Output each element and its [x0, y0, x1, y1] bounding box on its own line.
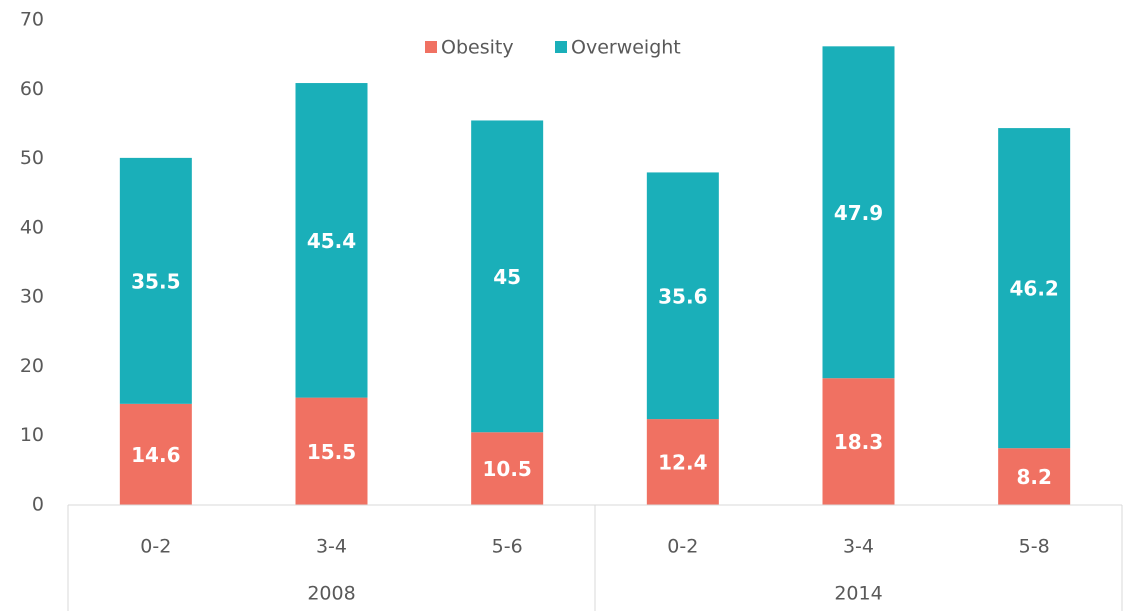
y-tick-label: 60: [20, 78, 44, 100]
y-tick-label: 20: [20, 355, 44, 377]
bar-segment: [822, 378, 895, 505]
legend-label: Obesity: [441, 37, 514, 59]
y-tick-label: 50: [20, 147, 44, 169]
bar-segment: [295, 83, 368, 398]
data-label: 8.2: [1016, 465, 1051, 489]
x-tick-label: 5-8: [1019, 536, 1050, 558]
bar-segment: [998, 128, 1071, 449]
data-label: 35.5: [131, 269, 180, 293]
x-tick-label: 5-6: [492, 536, 523, 558]
data-label: 46.2: [1009, 277, 1058, 301]
x-tick-label: 0-2: [667, 536, 698, 558]
y-tick-label: 10: [20, 424, 44, 446]
legend-label: Overweight: [571, 37, 681, 59]
bar-segment: [295, 397, 368, 505]
data-label: 12.4: [658, 451, 707, 475]
data-label: 47.9: [834, 201, 883, 225]
data-label: 45.4: [307, 229, 356, 253]
bar-segment: [471, 120, 544, 433]
legend-swatch: [555, 41, 567, 53]
bar-segment: [646, 419, 719, 505]
x-tick-label: 0-2: [140, 536, 171, 558]
group-label: 2014: [834, 583, 882, 605]
bar-segment: [646, 172, 719, 420]
data-label: 15.5: [307, 440, 356, 464]
data-label: 18.3: [834, 430, 883, 454]
legend-swatch: [425, 41, 437, 53]
y-tick-label: 40: [20, 216, 44, 238]
data-label: 14.6: [131, 443, 180, 467]
y-tick-label: 70: [20, 9, 44, 31]
bar-segment: [119, 157, 192, 404]
bar-segment: [998, 448, 1071, 505]
data-label: 35.6: [658, 284, 707, 308]
x-tick-label: 3-4: [316, 536, 347, 558]
group-label: 2008: [307, 583, 355, 605]
bar-segment: [822, 46, 895, 379]
data-label: 10.5: [482, 457, 531, 481]
bar-segment: [119, 403, 192, 505]
y-tick-label: 0: [32, 494, 44, 516]
y-tick-label: 30: [20, 286, 44, 308]
bar-segment: [471, 432, 544, 505]
x-tick-label: 3-4: [843, 536, 874, 558]
data-label: 45: [493, 265, 521, 289]
